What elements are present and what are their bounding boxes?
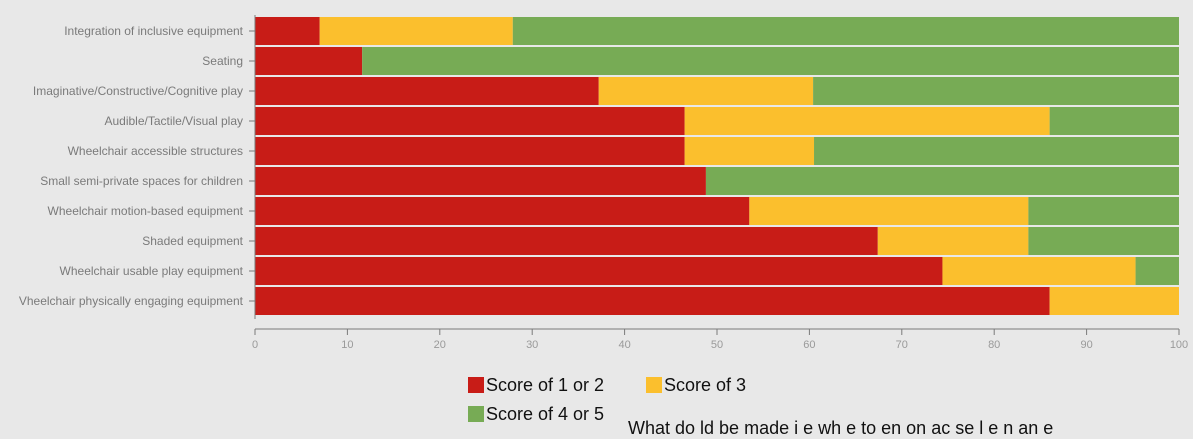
legend-item-score-1-2[interactable]: Score of 1 or 2 bbox=[468, 370, 604, 400]
bar-segment-8-series-2[interactable] bbox=[877, 227, 1029, 255]
x-tick-label: 100 bbox=[1170, 339, 1188, 351]
bar-segment-7-series-1[interactable] bbox=[255, 197, 750, 225]
category-labels: Integration of inclusive equipment Seatin… bbox=[19, 24, 244, 308]
bar-segment-1-series-3[interactable] bbox=[512, 17, 1179, 45]
bar-segment-6-series-1[interactable] bbox=[255, 167, 706, 195]
legend-swatch-score-3 bbox=[646, 377, 662, 393]
x-tick-label: 40 bbox=[618, 339, 630, 351]
category-label: Vheelchair physically engaging equipment bbox=[19, 294, 244, 308]
legend-item-score-4-5[interactable]: Score of 4 or 5 bbox=[468, 399, 604, 429]
legend-label-score-4-5: Score of 4 or 5 bbox=[486, 403, 605, 424]
bar-segment-9-series-2[interactable] bbox=[942, 257, 1136, 285]
x-tick-label: 80 bbox=[988, 339, 1000, 351]
bar-segment-2-series-3[interactable] bbox=[362, 47, 1180, 75]
bar-segment-1-series-1[interactable] bbox=[255, 17, 320, 45]
x-tick-label: 50 bbox=[711, 339, 723, 351]
category-label: Audible/Tactile/Visual play bbox=[104, 114, 243, 128]
bar-segment-9-series-3[interactable] bbox=[1135, 257, 1179, 285]
legend-item-score-3[interactable]: Score of 3 bbox=[646, 370, 746, 400]
bar-segment-4-series-1[interactable] bbox=[255, 107, 685, 135]
bar-segment-5-series-2[interactable] bbox=[684, 137, 815, 165]
bar-segment-8-series-3[interactable] bbox=[1028, 227, 1179, 255]
x-tick-label: 0 bbox=[252, 339, 258, 351]
bar-segment-3-series-2[interactable] bbox=[598, 77, 814, 105]
axes: 0 10 20 30 40 50 60 70 80 90 100 bbox=[249, 15, 1188, 351]
x-tick-label: 20 bbox=[434, 339, 446, 351]
category-label: Imaginative/Constructive/Cognitive play bbox=[33, 84, 243, 98]
bar-segment-1-series-2[interactable] bbox=[319, 17, 513, 45]
category-label: Wheelchair accessible structures bbox=[68, 144, 243, 158]
category-label: Wheelchair usable play equipment bbox=[60, 264, 244, 278]
bars-layer bbox=[255, 17, 1180, 315]
bar-segment-10-series-1[interactable] bbox=[255, 287, 1050, 315]
bar-segment-3-series-1[interactable] bbox=[255, 77, 599, 105]
x-tick-label: 10 bbox=[341, 339, 353, 351]
legend-swatch-score-4-5 bbox=[468, 406, 484, 422]
category-label: Seating bbox=[202, 54, 243, 68]
footer-partial-text: What do ld be made i e wh e to en on ac … bbox=[628, 418, 1054, 438]
bar-segment-4-series-2[interactable] bbox=[684, 107, 1050, 135]
bar-segment-10-series-2[interactable] bbox=[1049, 287, 1179, 315]
bar-segment-5-series-3[interactable] bbox=[814, 137, 1179, 165]
bar-segment-6-series-3[interactable] bbox=[705, 167, 1179, 195]
legend-swatch-score-1-2 bbox=[468, 377, 484, 393]
legend-label-score-3: Score of 3 bbox=[664, 374, 747, 395]
category-label: Small semi-private spaces for children bbox=[40, 174, 243, 188]
x-tick-label: 90 bbox=[1080, 339, 1092, 351]
x-tick-label: 30 bbox=[526, 339, 538, 351]
category-label: Wheelchair motion-based equipment bbox=[48, 204, 244, 218]
x-tick-label: 70 bbox=[896, 339, 908, 351]
bar-segment-3-series-3[interactable] bbox=[813, 77, 1179, 105]
bar-segment-5-series-1[interactable] bbox=[255, 137, 685, 165]
bar-segment-8-series-1[interactable] bbox=[255, 227, 878, 255]
bar-segment-9-series-1[interactable] bbox=[255, 257, 943, 285]
bar-segment-2-series-1[interactable] bbox=[255, 47, 363, 75]
chart: Integration of inclusive equipment Seatin… bbox=[19, 15, 1188, 351]
bar-segment-7-series-3[interactable] bbox=[1028, 197, 1179, 225]
legend-label-score-1-2: Score of 1 or 2 bbox=[486, 374, 605, 395]
category-label: Integration of inclusive equipment bbox=[64, 24, 243, 38]
bar-segment-7-series-2[interactable] bbox=[749, 197, 1029, 225]
x-tick-label: 60 bbox=[803, 339, 815, 351]
bar-segment-4-series-3[interactable] bbox=[1049, 107, 1179, 135]
category-label: Shaded equipment bbox=[142, 234, 243, 248]
